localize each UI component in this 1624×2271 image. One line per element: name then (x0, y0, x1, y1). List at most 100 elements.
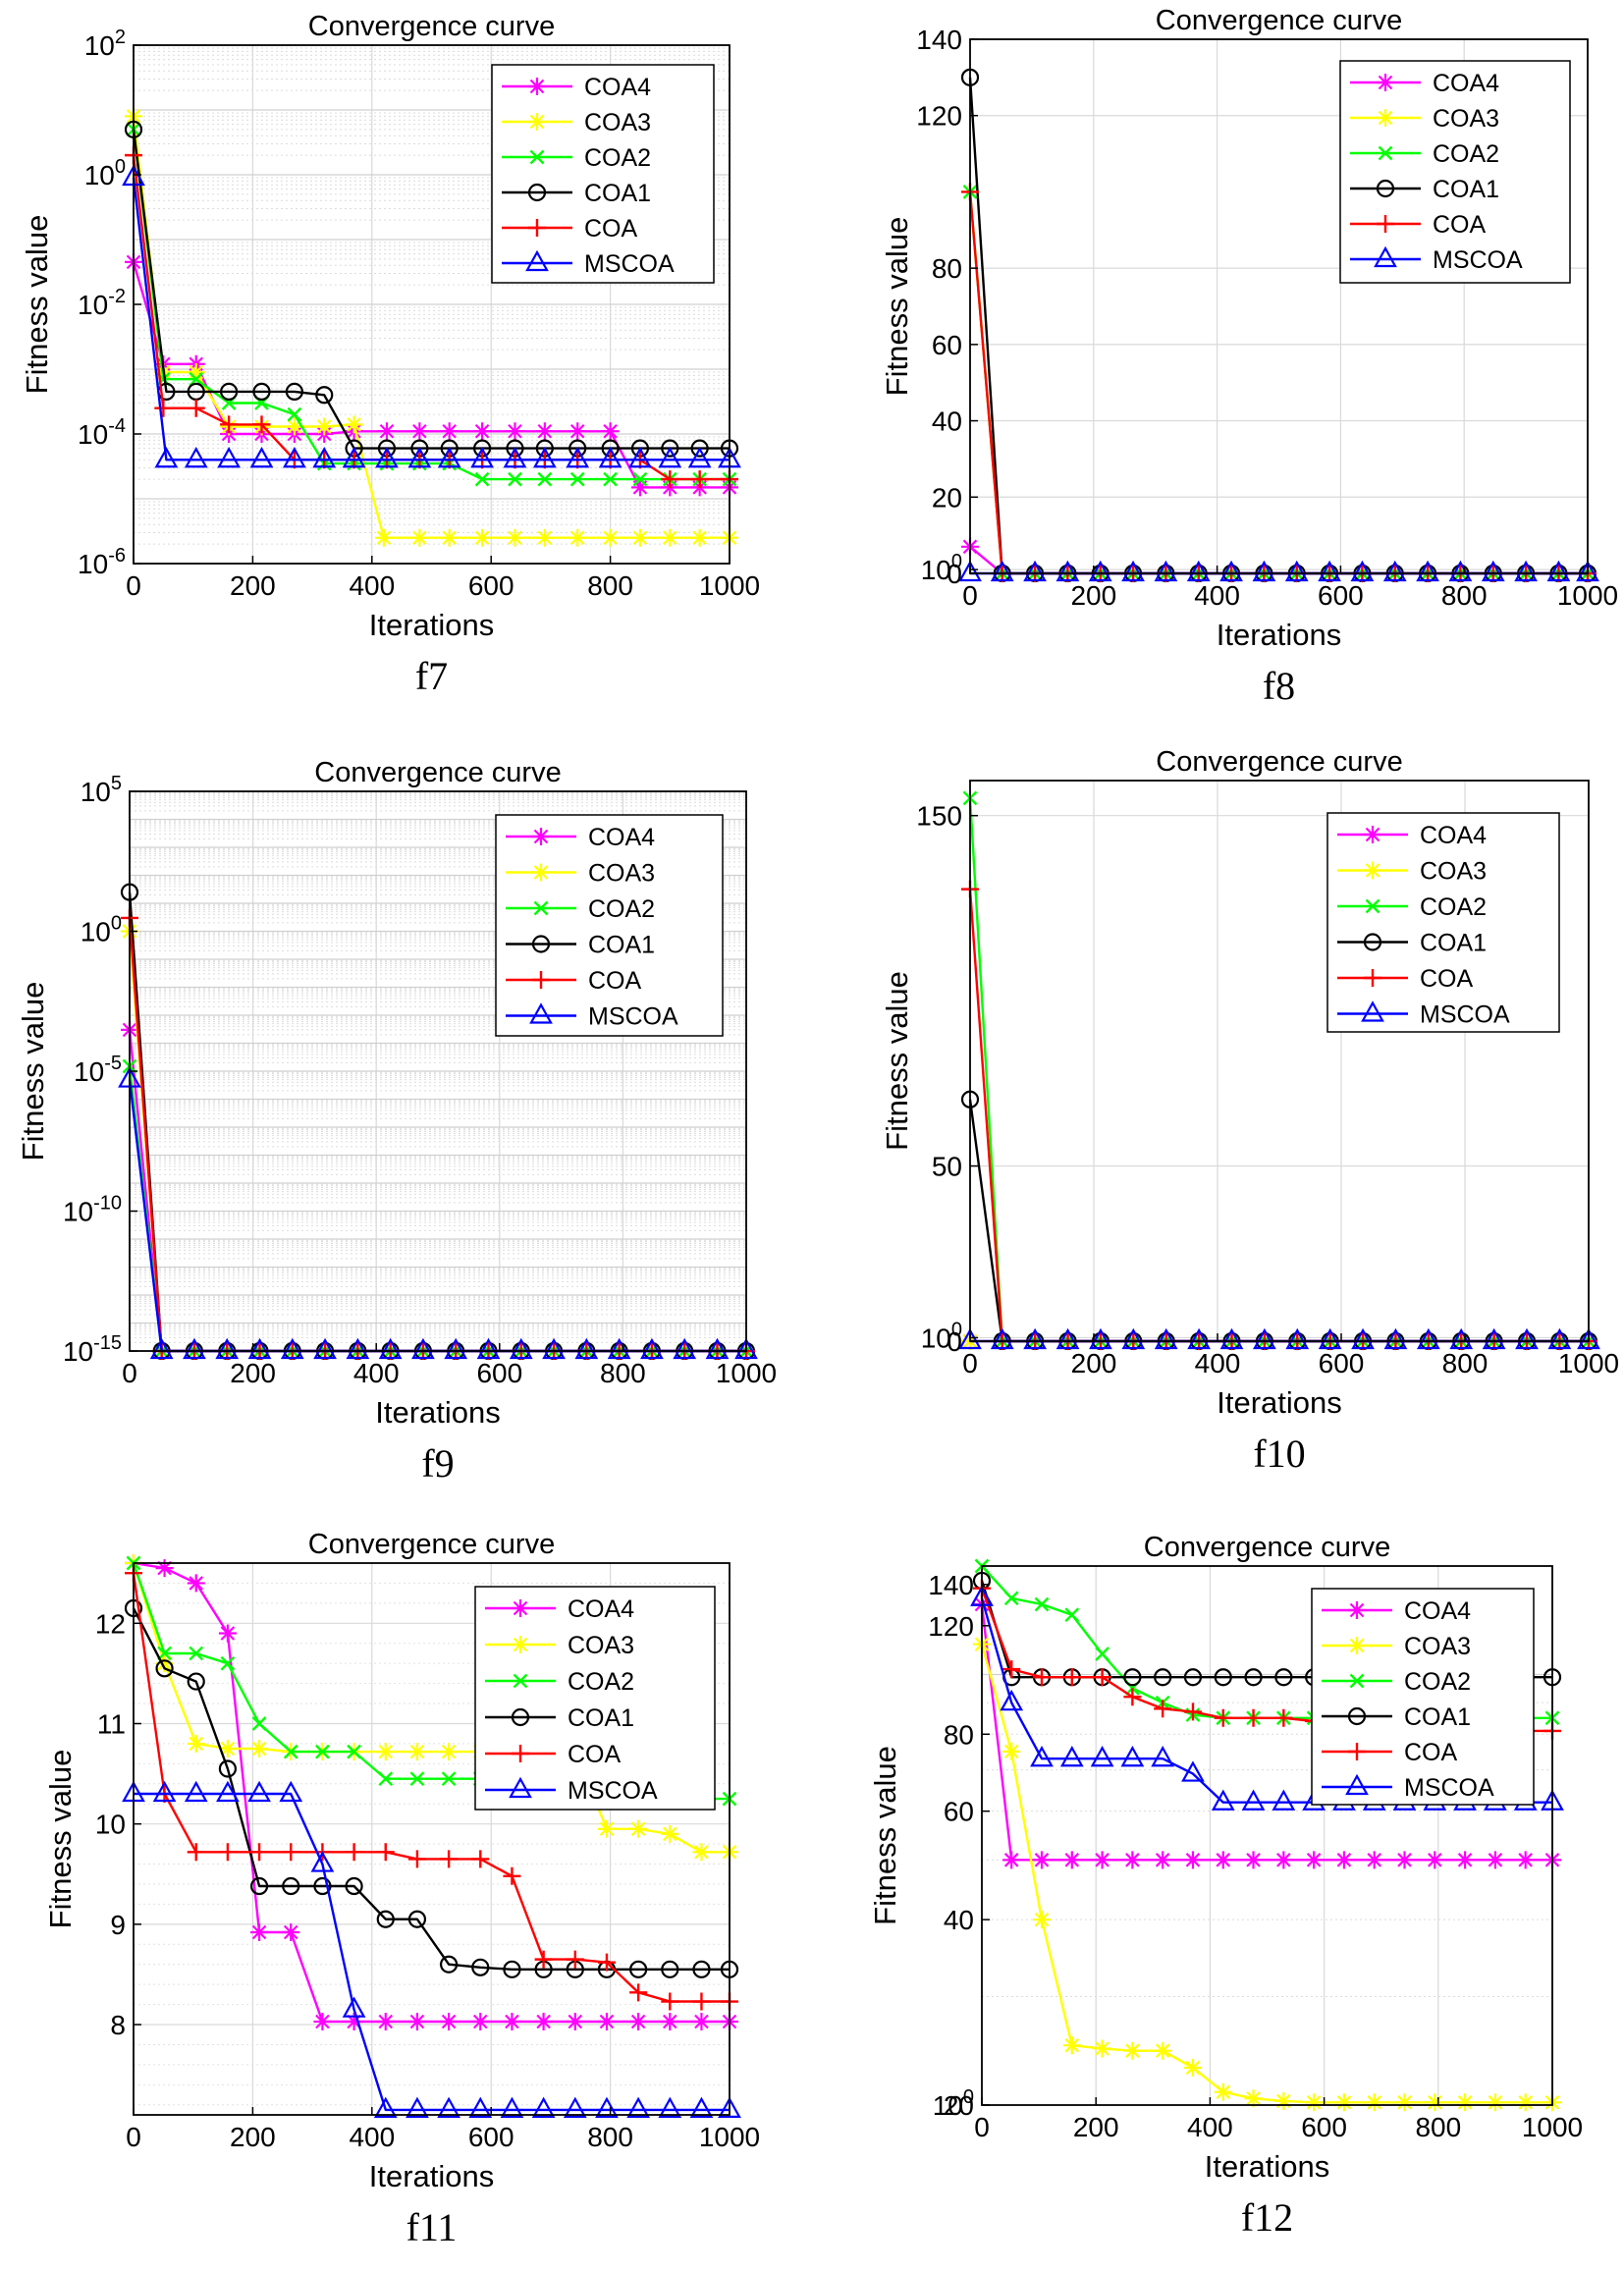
marker-triangle (184, 1780, 208, 1803)
legend-item-mscoa: MSCOA (1337, 1000, 1510, 1029)
marker-x (189, 1646, 204, 1661)
marker-star (528, 78, 546, 95)
marker-star (661, 1824, 679, 1843)
x-axis-label: Iterations (1217, 1385, 1342, 1420)
legend-item-coa4: COA4 (485, 1595, 634, 1623)
marker-plus (692, 1992, 711, 2011)
legend-label: COA2 (1404, 1668, 1471, 1696)
marker-triangle (375, 446, 399, 468)
marker-star (692, 1843, 711, 1862)
y-tick-label: 10-6 (78, 545, 126, 579)
marker-triangle (247, 1337, 272, 1360)
marker-triangle (217, 446, 241, 468)
marker-triangle (531, 2096, 556, 2118)
y-axis-label: Fitness value (880, 971, 914, 1151)
marker-x (251, 1716, 267, 1731)
marker-star (1456, 1851, 1475, 1869)
legend-item-coa: COA (485, 1741, 622, 1768)
legend-label: COA2 (1433, 140, 1499, 168)
legend-label: COA1 (568, 1704, 634, 1732)
legend-label: COA1 (588, 932, 655, 959)
marker-plus (532, 971, 550, 989)
y-tick-label: 140 (916, 25, 962, 55)
marker-triangle (542, 1337, 566, 1360)
marker-triangle (184, 446, 208, 468)
marker-star (661, 2012, 679, 2030)
legend-item-coa3: COA3 (1322, 1633, 1471, 1660)
x-tick-label: 1000 (1557, 580, 1618, 611)
marker-plus (187, 1843, 205, 1862)
marker-triangle (1187, 1327, 1211, 1350)
marker-triangle (1219, 560, 1243, 582)
marker-circle (285, 382, 303, 401)
marker-star (1486, 1851, 1504, 1869)
marker-triangle (215, 1337, 240, 1360)
marker-triangle (640, 1337, 664, 1360)
legend-item-coa1: COA1 (1350, 176, 1499, 203)
marker-plus (1093, 1668, 1111, 1687)
marker-star (1002, 1742, 1021, 1760)
marker-plus (597, 1953, 616, 1972)
marker-x (287, 406, 302, 422)
marker-star (1348, 1637, 1366, 1654)
marker-plus (154, 399, 173, 417)
marker-circle (503, 1960, 521, 1978)
legend-item-coa2: COA2 (1337, 893, 1487, 921)
marker-x (1365, 898, 1380, 914)
marker-plus (1364, 969, 1381, 987)
x-tick-label: 800 (587, 2122, 633, 2152)
marker-star (1377, 74, 1394, 91)
marker-star (1183, 1851, 1202, 1869)
marker-circle (315, 386, 334, 405)
marker-x (569, 471, 585, 487)
legend-item-coa4: COA4 (1350, 70, 1499, 97)
marker-triangle (1211, 1789, 1235, 1811)
marker-triangle (1023, 1327, 1048, 1350)
x-tick-label: 800 (600, 1358, 646, 1388)
marker-triangle (658, 446, 682, 468)
legend-box (1326, 812, 1560, 1033)
marker-circle (1363, 933, 1382, 951)
marker-triangle (1350, 560, 1375, 582)
legend-label: COA4 (588, 824, 655, 851)
legend-box (495, 814, 724, 1037)
x-tick-label: 600 (476, 1358, 522, 1388)
y-tick-label: 120 (928, 1611, 974, 1642)
marker-circle (187, 1672, 205, 1691)
marker-star (1244, 1851, 1263, 1869)
legend-label: MSCOA (1404, 1774, 1494, 1802)
marker-circle (1183, 1668, 1203, 1687)
marker-x (632, 471, 648, 487)
x-tick-label: 200 (1070, 580, 1116, 611)
legend-label: MSCOA (1433, 246, 1523, 274)
marker-triangle (525, 249, 549, 272)
marker-triangle (183, 1337, 206, 1360)
marker-star (535, 422, 554, 441)
marker-triangle (1481, 560, 1505, 582)
legend-label: COA3 (588, 860, 655, 888)
marker-star (377, 422, 396, 441)
marker-circle (629, 1960, 648, 1978)
x-tick-label: 0 (126, 2122, 141, 2152)
legend-item-coa3: COA3 (502, 109, 651, 136)
marker-x (533, 900, 549, 916)
x-tick-label: 600 (468, 570, 514, 601)
legend-item-coa4: COA4 (506, 824, 655, 851)
y-tick-label: 10-15 (63, 1332, 122, 1367)
marker-triangle (247, 1780, 271, 1803)
y-tick-label: 10-4 (78, 415, 126, 450)
marker-triangle (1351, 1327, 1375, 1350)
marker-triangle (529, 1002, 553, 1024)
y-tick-label: 150 (916, 801, 962, 832)
marker-x (1349, 1673, 1365, 1689)
marker-star (187, 363, 205, 382)
axes-box (969, 38, 1589, 574)
marker-triangle (1151, 1745, 1175, 1767)
marker-x (513, 1673, 528, 1689)
panel-label: f10 (1253, 1432, 1305, 1476)
marker-triangle (1515, 1327, 1539, 1350)
series-mscoa (122, 1780, 741, 2118)
marker-triangle (673, 1337, 697, 1360)
marker-plus (282, 1843, 300, 1862)
